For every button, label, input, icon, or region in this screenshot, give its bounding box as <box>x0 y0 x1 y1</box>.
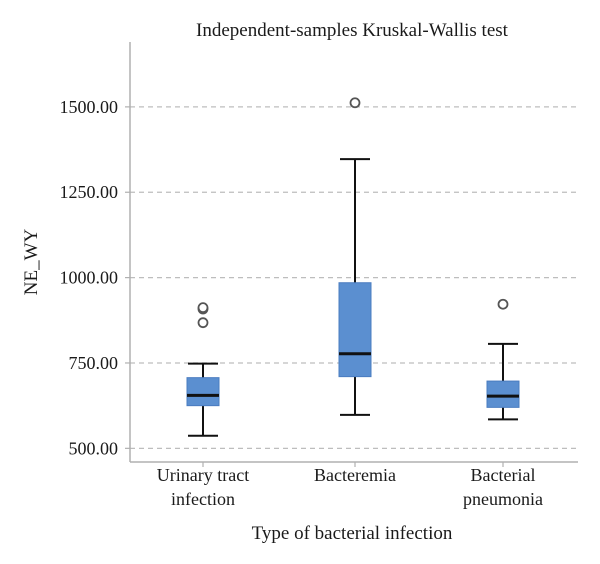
y-tick-label: 1500.00 <box>60 97 119 117</box>
iqr-box <box>186 377 220 407</box>
iqr-box <box>338 282 372 378</box>
boxes <box>186 97 520 437</box>
box-group <box>186 302 220 437</box>
box-group <box>486 298 520 421</box>
y-tick-label: 1000.00 <box>60 268 119 288</box>
x-tick-label: infection <box>171 489 235 509</box>
y-tick-label: 750.00 <box>69 353 119 373</box>
outlier-point <box>197 317 209 329</box>
outlier-point <box>197 302 209 314</box>
y-axis-ticks: 500.00 750.00 1000.00 1250.00 1500.00 <box>60 97 130 458</box>
x-tick-label: Bacteremia <box>314 465 396 485</box>
iqr-box <box>486 380 520 408</box>
x-tick-label: Bacterial <box>471 465 536 485</box>
box-group <box>338 97 372 416</box>
x-tick-label: Urinary tract <box>157 465 249 485</box>
y-tick-label: 500.00 <box>69 438 119 458</box>
outlier-point <box>349 97 361 109</box>
chart-title: Independent-samples Kruskal-Wallis test <box>196 20 509 41</box>
x-axis-ticks: Urinary tract infection Bacteremia Bacteria… <box>157 462 543 509</box>
x-axis-label: Type of bacterial infection <box>252 523 453 544</box>
y-axis-label: NE_WY <box>21 228 42 295</box>
x-tick-label: pneumonia <box>463 489 543 509</box>
y-tick-label: 1250.00 <box>60 182 119 202</box>
outlier-point <box>497 298 509 310</box>
